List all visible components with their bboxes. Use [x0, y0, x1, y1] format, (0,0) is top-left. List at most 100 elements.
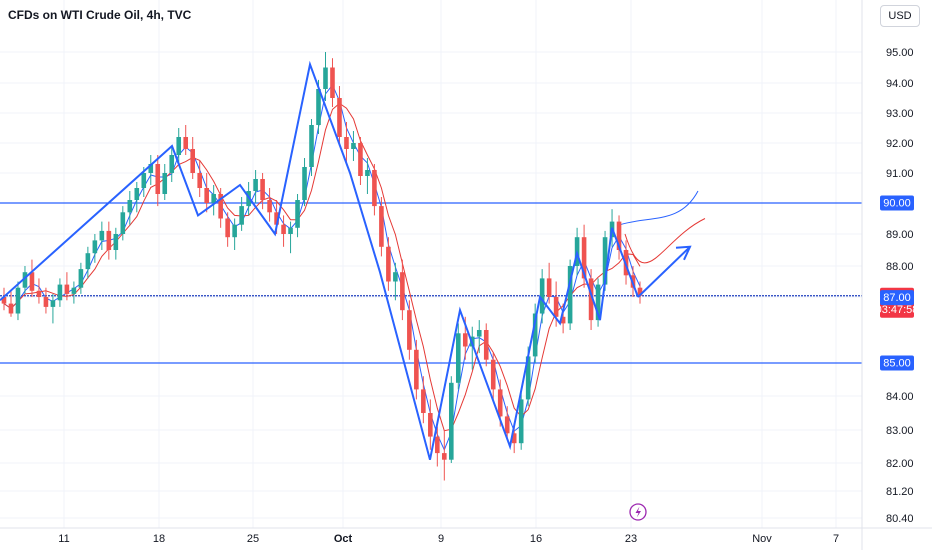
countdown-label: 03:47:58	[876, 304, 919, 316]
candle-body	[386, 246, 391, 282]
candle-body	[288, 227, 293, 234]
candle-body	[518, 399, 524, 444]
moving-averages	[3, 84, 706, 452]
price-tick-label: 95.00	[886, 47, 914, 59]
price-tag-bg	[880, 195, 914, 211]
candle-body	[225, 218, 230, 238]
time-axis[interactable]: 11 18 25 Oct 9 16 23 Nov 7	[0, 527, 932, 545]
candle-body	[8, 303, 14, 314]
candle-body	[15, 287, 21, 314]
chart-title: CFDs on WTI Crude Oil, 4h, TVC	[8, 8, 192, 22]
candle-body	[462, 333, 468, 347]
candle-body	[43, 297, 49, 307]
candle-body	[414, 349, 419, 390]
candle-body	[637, 287, 643, 296]
candle-body	[442, 453, 447, 460]
candle-body	[232, 224, 237, 238]
candle-body	[22, 272, 28, 288]
candle-body	[616, 221, 622, 250]
candle-body	[267, 200, 272, 213]
candle-body	[316, 89, 321, 125]
candle-body	[567, 266, 573, 324]
candle-body	[497, 389, 503, 417]
time-tick-label: 16	[530, 533, 542, 545]
candle-body	[71, 287, 77, 294]
candle-body	[400, 272, 405, 311]
candle-body	[504, 416, 510, 434]
currency-button[interactable]: USD	[880, 5, 920, 27]
candle-body	[141, 173, 147, 188]
candle-body	[532, 313, 538, 357]
candle-body	[127, 200, 133, 213]
lightning-event-icon[interactable]	[629, 503, 647, 521]
slow-ma-line	[3, 102, 641, 432]
candle-body	[295, 200, 300, 228]
price-tick-label: 82.00	[886, 458, 914, 470]
candle-body	[483, 330, 489, 360]
price-tick-label: 84.00	[886, 391, 914, 403]
candle-body	[85, 253, 91, 270]
candle-body	[204, 188, 209, 203]
candle-body	[595, 284, 601, 321]
price-tick-label: 92.00	[886, 138, 914, 150]
forecast-arrow-line	[637, 246, 691, 298]
candle-body	[435, 436, 440, 454]
candle-body	[511, 433, 517, 444]
candle-body	[302, 167, 307, 200]
candle-body	[407, 310, 412, 350]
chart-grid	[0, 0, 862, 528]
candle-body	[539, 278, 545, 314]
price-tick-label: 83.00	[886, 425, 914, 437]
price-axis[interactable]: 95.00 94.00 93.00 92.00 91.00 90.00 89.00 88.00…	[861, 0, 914, 550]
candle-body	[365, 170, 370, 176]
price-tag-label: 90.00	[883, 198, 911, 210]
candle-body	[120, 212, 126, 234]
candle-body	[448, 382, 454, 460]
candle-body	[525, 356, 531, 400]
candle-body	[190, 149, 196, 173]
price-tick-label: 88.00	[886, 261, 914, 273]
candle-body	[106, 230, 112, 250]
price-tick-label: 89.00	[886, 229, 914, 241]
candle-body	[148, 164, 154, 173]
time-tick-label: Nov	[752, 533, 772, 545]
fast-ma-line	[3, 84, 641, 452]
time-tick-label: 23	[625, 533, 637, 545]
price-tick-label: 91.00	[886, 168, 914, 180]
candle-body	[113, 234, 119, 250]
candle-body	[64, 284, 70, 294]
candle-body	[546, 278, 552, 297]
time-tick-label: 9	[438, 533, 444, 545]
candle-body	[57, 284, 63, 301]
price-tick-label: 81.20	[886, 486, 914, 498]
candle-body	[92, 240, 98, 254]
candle-body	[602, 237, 608, 285]
candle-body	[29, 272, 35, 291]
forecast-arrowhead	[675, 245, 692, 261]
candle-body	[211, 194, 216, 203]
candle-body	[162, 173, 168, 194]
time-tick-label: 25	[247, 533, 259, 545]
candle-body	[490, 359, 496, 390]
candle-body	[197, 173, 202, 188]
time-tick-label: Oct	[334, 533, 353, 545]
candle-body	[393, 272, 398, 282]
candle-body	[372, 170, 377, 207]
price-tag-label: 85.00	[883, 358, 911, 370]
candle-body	[379, 206, 384, 247]
candle-body	[351, 143, 356, 149]
horizontal-levels	[0, 202, 862, 364]
candle-body	[99, 230, 105, 241]
candle-body	[78, 269, 84, 288]
candle-body	[183, 137, 189, 149]
candle-body	[588, 278, 594, 321]
candle-body	[476, 330, 482, 337]
candle-body	[218, 194, 223, 219]
time-tick-label: 18	[153, 533, 165, 545]
candle-body	[309, 125, 314, 167]
trend-lines	[0, 60, 692, 460]
candle-body	[155, 164, 161, 194]
candle-body	[421, 389, 426, 413]
time-tick-label: 7	[833, 533, 839, 545]
